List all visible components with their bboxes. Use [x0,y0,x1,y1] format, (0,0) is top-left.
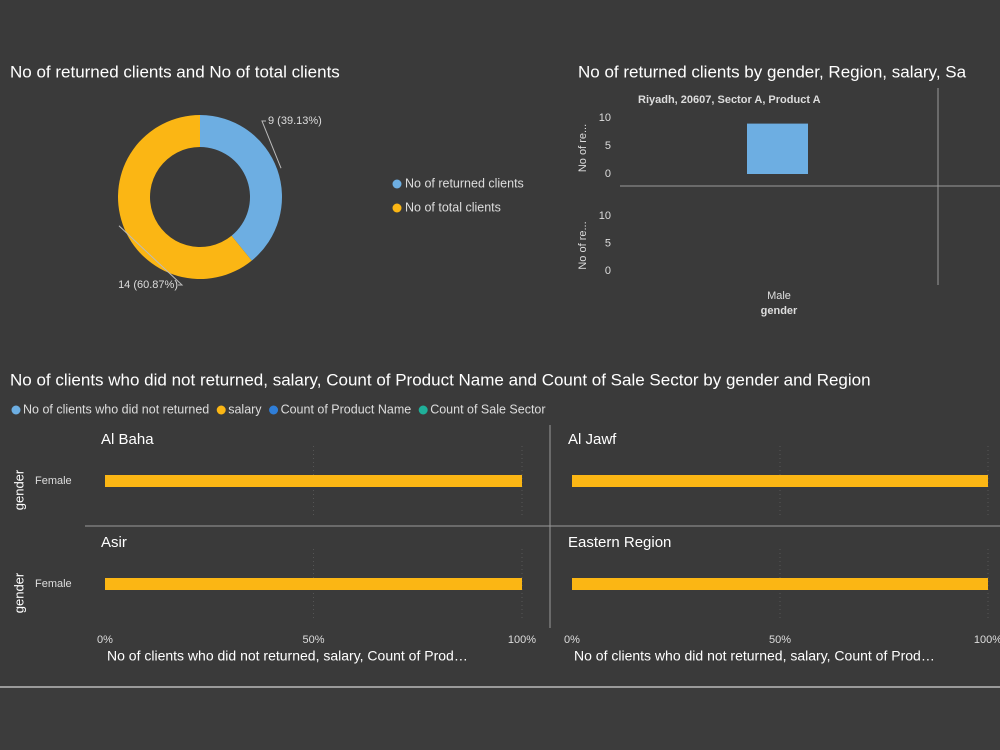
x-tick-label: 0% [564,634,580,646]
panel-label: Al Jawf [568,431,617,448]
x-axis-label: gender [761,305,798,317]
leader-line [261,120,282,169]
data-label: 9 (39.13%) [268,115,322,127]
legend-marker [216,405,226,415]
x-axis-label: No of clients who did not returned, sala… [107,648,468,664]
legend-label: Count of Sale Sector [430,402,545,416]
legend-marker [269,405,279,415]
legend-label: Count of Product Name [281,402,412,416]
y-axis-label: No of re... [577,221,589,269]
y-axis-label: No of re... [577,124,589,172]
bar [105,475,522,487]
legend-marker [418,405,428,415]
legend-marker [392,203,402,213]
leader-line [118,225,184,286]
y-tick-label: 0 [605,265,611,277]
y-tick-label: 5 [605,140,611,152]
x-tick-label: 50% [302,634,324,646]
bar-title: No of returned clients by gender, Region… [578,62,967,81]
y-tick-label: Female [35,475,72,487]
footer-area [0,688,1000,750]
y-axis-label: gender [11,469,26,510]
bar [105,578,522,590]
x-tick-label: 50% [769,634,791,646]
bar [572,475,988,487]
x-tick-label: 0% [97,634,113,646]
y-tick-label: Female [35,578,72,590]
data-label: 14 (60.87%) [118,279,178,291]
panel-label: Asir [101,534,127,551]
bar [747,123,808,174]
legend-label: No of returned clients [405,176,524,190]
donut-title: No of returned clients and No of total c… [10,62,340,81]
legend-label: No of clients who did not returned [23,402,209,416]
hbar-title: No of clients who did not returned, sala… [10,370,871,389]
y-axis-label: gender [11,572,26,613]
donut-slice [200,115,282,261]
x-tick-label: Male [767,290,791,302]
panel-label: Riyadh, 20607, Sector A, Product A [638,94,821,106]
panel-label: Eastern Region [568,534,671,551]
donut-slice [118,114,252,279]
y-tick-label: 10 [599,210,611,222]
legend-label: salary [228,402,262,416]
panel-label: Al Baha [101,431,154,448]
y-tick-label: 10 [599,112,611,124]
x-tick-label: 100% [974,634,1000,646]
y-tick-label: 0 [605,168,611,180]
legend-marker [392,179,402,189]
x-tick-label: 100% [508,634,536,646]
y-tick-label: 5 [605,237,611,249]
bar [572,578,988,590]
legend-marker [11,405,21,415]
legend-label: No of total clients [405,200,501,214]
x-axis-label: No of clients who did not returned, sala… [574,648,935,664]
